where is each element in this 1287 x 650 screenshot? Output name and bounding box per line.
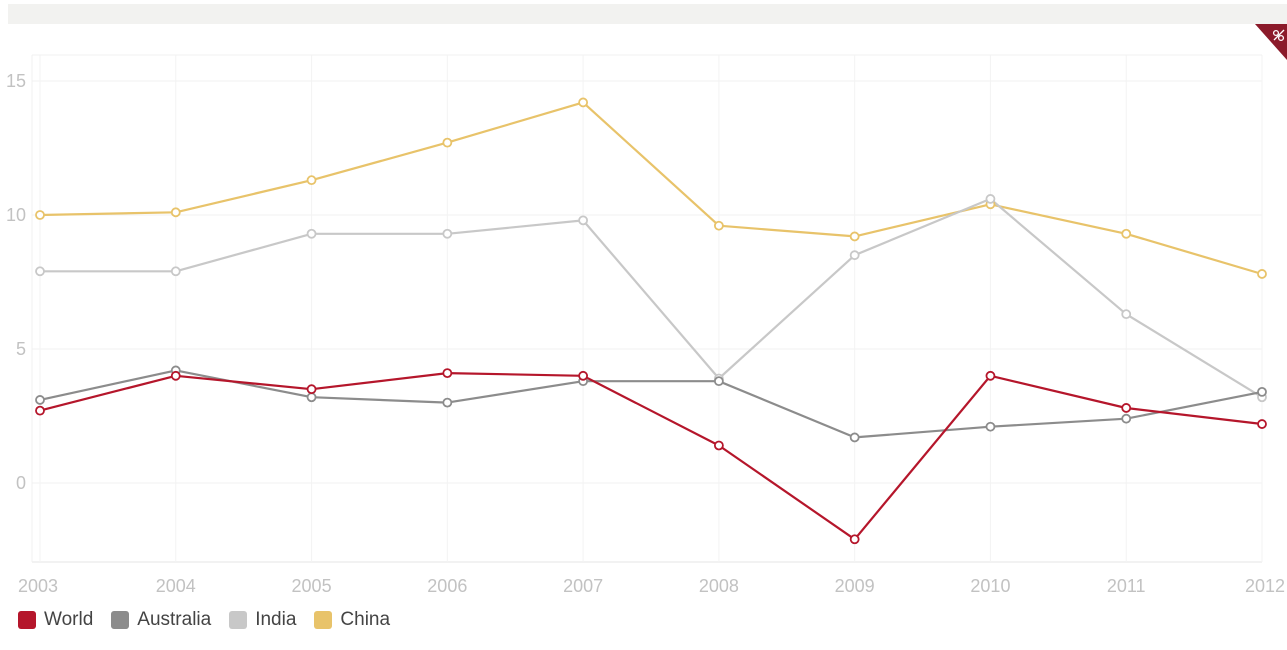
data-point-world[interactable] xyxy=(713,440,724,451)
legend-item-australia[interactable]: Australia xyxy=(111,609,211,631)
legend-label-china: China xyxy=(340,609,391,630)
x-tick-label: 2012 xyxy=(1245,576,1285,596)
legend-swatch-china xyxy=(314,611,333,629)
x-tick-label: 2008 xyxy=(699,576,739,596)
top-strip xyxy=(8,4,1287,24)
y-tick-label: 10 xyxy=(6,205,26,225)
series-line-india[interactable] xyxy=(40,197,1263,399)
data-point-china[interactable] xyxy=(849,231,860,242)
data-point-australia[interactable] xyxy=(1257,386,1267,397)
y-tick-label: 0 xyxy=(16,473,26,493)
legend-label-world: World xyxy=(44,609,94,630)
data-point-india[interactable] xyxy=(35,266,45,277)
data-point-world[interactable] xyxy=(1257,419,1267,429)
data-point-australia[interactable] xyxy=(442,397,453,408)
data-point-australia[interactable] xyxy=(849,432,860,443)
data-point-world[interactable] xyxy=(35,405,45,416)
data-point-china[interactable] xyxy=(1257,269,1267,279)
x-tick-label: 2005 xyxy=(292,576,332,596)
data-point-world[interactable] xyxy=(170,370,181,381)
data-point-world[interactable] xyxy=(442,368,453,379)
x-axis-ticks: 2003 2004 2005 2006 2007 2008 2009 2010 2011 2012 xyxy=(18,576,1285,596)
data-point-australia[interactable] xyxy=(1121,413,1132,424)
gridlines xyxy=(31,54,1263,563)
scissors-icon[interactable] xyxy=(1255,24,1287,60)
data-point-china[interactable] xyxy=(35,210,45,220)
data-point-india[interactable] xyxy=(442,228,453,239)
data-point-world[interactable] xyxy=(1121,403,1132,413)
x-tick-label: 2006 xyxy=(427,576,467,596)
data-point-india[interactable] xyxy=(985,194,996,204)
data-point-china[interactable] xyxy=(306,175,317,186)
data-point-australia[interactable] xyxy=(713,376,724,387)
legend-item-china[interactable]: China xyxy=(314,609,390,631)
series-lines xyxy=(39,101,1263,541)
data-point-india[interactable] xyxy=(578,215,589,226)
series-line-world[interactable] xyxy=(39,372,1263,541)
data-point-china[interactable] xyxy=(170,207,181,218)
data-point-india[interactable] xyxy=(849,250,860,261)
x-tick-label: 2009 xyxy=(835,576,875,596)
data-point-australia[interactable] xyxy=(985,421,996,432)
y-tick-label: 15 xyxy=(6,71,26,91)
x-tick-label: 2010 xyxy=(970,576,1010,596)
data-point-india[interactable] xyxy=(306,228,317,239)
legend-item-india[interactable]: India xyxy=(229,609,296,631)
series-line-china[interactable] xyxy=(39,101,1263,276)
x-tick-label: 2004 xyxy=(156,576,196,596)
data-point-china[interactable] xyxy=(1121,228,1132,239)
data-point-australia[interactable] xyxy=(306,392,317,403)
y-axis-ticks: 0 5 10 15 xyxy=(6,71,26,493)
legend-swatch-india xyxy=(229,611,248,629)
data-point-world[interactable] xyxy=(985,370,996,381)
data-point-australia[interactable] xyxy=(35,395,45,405)
x-tick-label: 2003 xyxy=(18,576,58,596)
legend-swatch-australia xyxy=(111,611,130,629)
x-tick-label: 2011 xyxy=(1107,576,1146,596)
data-point-india[interactable] xyxy=(1121,309,1132,320)
chart-legend: World Australia India China xyxy=(18,609,390,631)
data-point-china[interactable] xyxy=(713,220,724,231)
data-point-china[interactable] xyxy=(442,137,453,148)
legend-label-india: India xyxy=(255,609,297,630)
data-point-world[interactable] xyxy=(306,384,317,395)
data-point-india[interactable] xyxy=(170,266,181,277)
legend-swatch-world xyxy=(18,611,36,629)
series-points xyxy=(35,97,1267,545)
x-tick-label: 2007 xyxy=(563,576,603,596)
data-point-world[interactable] xyxy=(578,370,589,381)
legend-label-australia: Australia xyxy=(137,609,212,630)
data-point-world[interactable] xyxy=(849,534,860,545)
data-point-china[interactable] xyxy=(578,97,589,108)
y-tick-label: 5 xyxy=(16,339,26,359)
legend-item-world[interactable]: World xyxy=(18,609,93,631)
series-line-australia[interactable] xyxy=(39,369,1263,439)
